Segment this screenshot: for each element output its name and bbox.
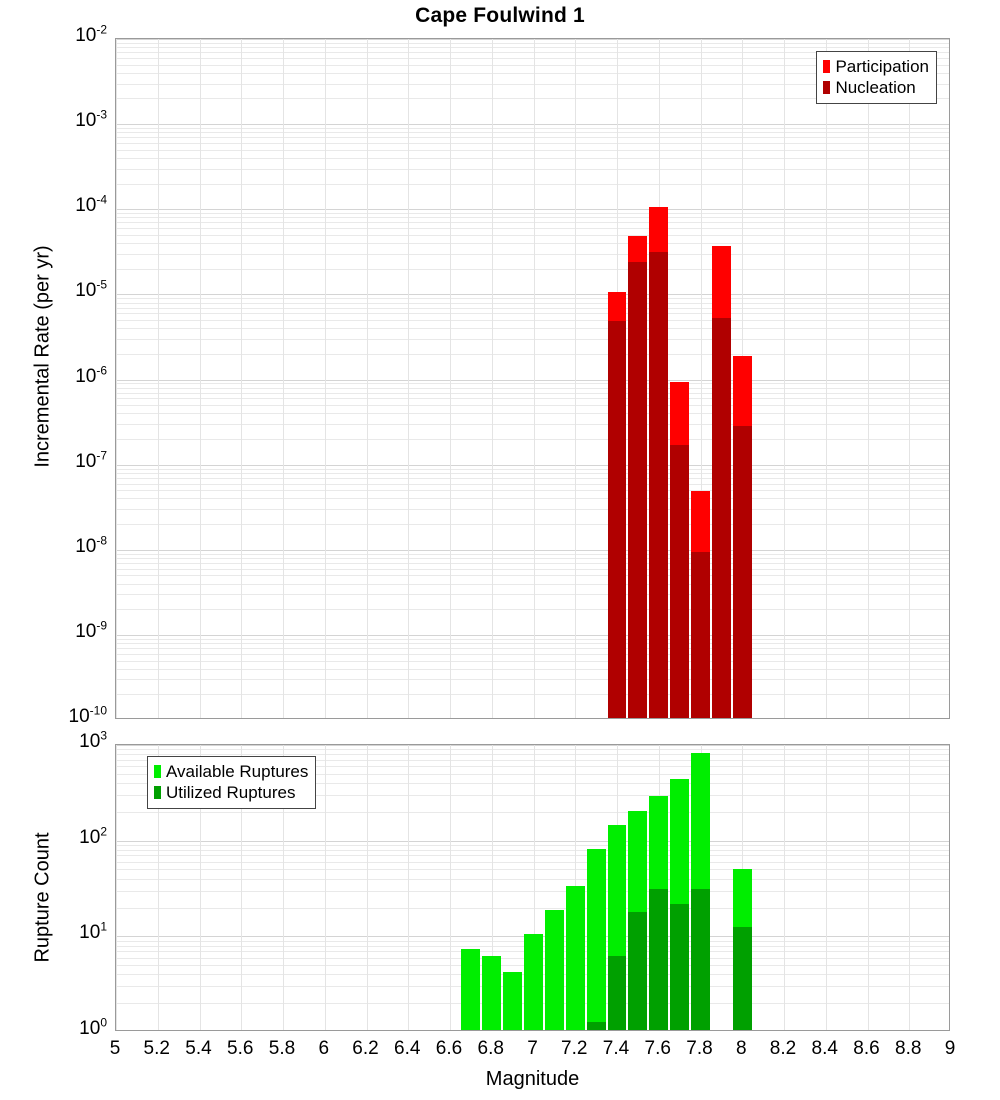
legend-bottom: Available Ruptures Utilized Ruptures [147,756,317,809]
bar-segment-available [544,909,564,1030]
legend-item-available-ruptures: Available Ruptures [154,761,308,782]
x-tick-label: 7 [527,1038,538,1059]
bar [628,745,648,1030]
bar-segment-utilized [607,955,627,1030]
bar-segment-utilized [691,888,710,1030]
bar-segment-available [482,955,502,1030]
legend-top: Participation Nucleation [816,51,937,104]
bar [565,745,585,1030]
x-tick-label: 7.6 [644,1038,671,1059]
bar-segment-utilized [670,903,690,1030]
bar [691,745,710,1030]
x-tick-label: 8.2 [769,1038,797,1059]
y-tick-label: 10-9 [75,618,107,642]
bar-segment-nucleation [732,425,752,718]
bar [586,745,606,1030]
y-tick-label: 10-2 [75,22,107,46]
y-tick-label: 101 [79,920,107,944]
bar [524,745,543,1030]
x-tick-label: 6.6 [435,1038,463,1059]
available-ruptures-swatch-icon [154,765,161,778]
nucleation-swatch-icon [823,81,831,94]
x-tick-label: 8.4 [811,1038,838,1059]
bar-segment-nucleation [649,251,669,718]
bar [544,745,564,1030]
bottom-y-axis-title: Rupture Count [31,832,54,963]
x-tick-label: 8 [735,1038,747,1059]
bar-segment-nucleation [670,445,690,718]
bar [711,39,731,718]
x-tick-label: 5.6 [227,1038,254,1059]
top-y-axis-title: Incremental Rate (per yr) [31,245,54,468]
bar-segment-available [503,972,523,1030]
x-axis-title: Magnitude [485,1068,580,1090]
y-tick-label: 100 [79,1015,107,1039]
x-tick-label: 5.4 [185,1038,212,1059]
x-tick-label: 5.2 [143,1038,170,1059]
y-tick-label: 102 [79,824,107,848]
legend-label-available-ruptures: Available Ruptures [166,762,309,781]
bar [482,745,502,1030]
y-tick-label: 103 [79,728,107,752]
bar-segment-utilized [732,926,752,1030]
page-title: Cape Foulwind 1 [415,4,585,27]
bar-segment-utilized [649,888,669,1030]
y-tick-label: 10-7 [75,448,107,472]
bar [503,745,523,1030]
bar [649,745,669,1030]
y-tick-label: 10-3 [75,107,107,132]
x-tick-label: 8.6 [853,1038,880,1059]
bar [670,39,690,718]
rupture-count-plot: Available Ruptures Utilized Ruptures [115,744,950,1031]
incremental-rate-plot: Participation Nucleation [115,38,950,719]
legend-item-utilized-ruptures: Utilized Ruptures [154,782,308,803]
x-tick-label: 7.4 [602,1038,630,1059]
bar [670,745,690,1030]
x-tick-label: 6.8 [477,1038,504,1059]
bar [461,745,481,1030]
legend-label-utilized-ruptures: Utilized Ruptures [166,783,296,802]
x-tick-label: 5 [109,1038,121,1059]
x-tick-label: 5.8 [268,1038,296,1059]
y-tick-label: 10-4 [75,192,107,217]
legend-label-participation: Participation [835,57,929,76]
y-tick-label: 10-6 [75,363,107,387]
bar-segment-available [461,949,481,1030]
bar-segment-nucleation [691,551,710,718]
bar [732,39,752,718]
participation-swatch-icon [823,60,831,73]
legend-label-nucleation: Nucleation [835,78,916,97]
x-tick-label: 6.4 [394,1038,421,1059]
x-tick-label: 7.2 [561,1038,588,1059]
bar [649,39,669,718]
y-tick-label: 10-8 [75,533,107,557]
y-tick-label: 10-10 [68,703,107,727]
bar-segment-nucleation [711,318,731,718]
x-tick-label: 6 [318,1038,330,1059]
bar [607,745,627,1030]
bar [607,39,627,718]
bar [732,745,752,1030]
bar-segment-available [586,849,606,1030]
bar [691,39,710,718]
utilized-ruptures-swatch-icon [154,786,161,799]
bar-segment-utilized [628,912,648,1030]
bar-segment-available [565,886,585,1030]
x-tick-label: 6.2 [352,1038,379,1059]
x-tick-label: 8.8 [895,1038,922,1059]
bar-segment-nucleation [628,261,648,718]
legend-item-participation: Participation [823,56,929,77]
legend-item-nucleation: Nucleation [823,77,929,98]
bar-segment-available [524,934,543,1030]
bar-segment-nucleation [607,321,627,718]
x-tick-label: 9 [944,1038,956,1059]
bar [628,39,648,718]
bar-segment-utilized [586,1022,606,1030]
y-tick-label: 10-5 [75,278,107,302]
x-tick-label: 7.8 [686,1038,713,1059]
